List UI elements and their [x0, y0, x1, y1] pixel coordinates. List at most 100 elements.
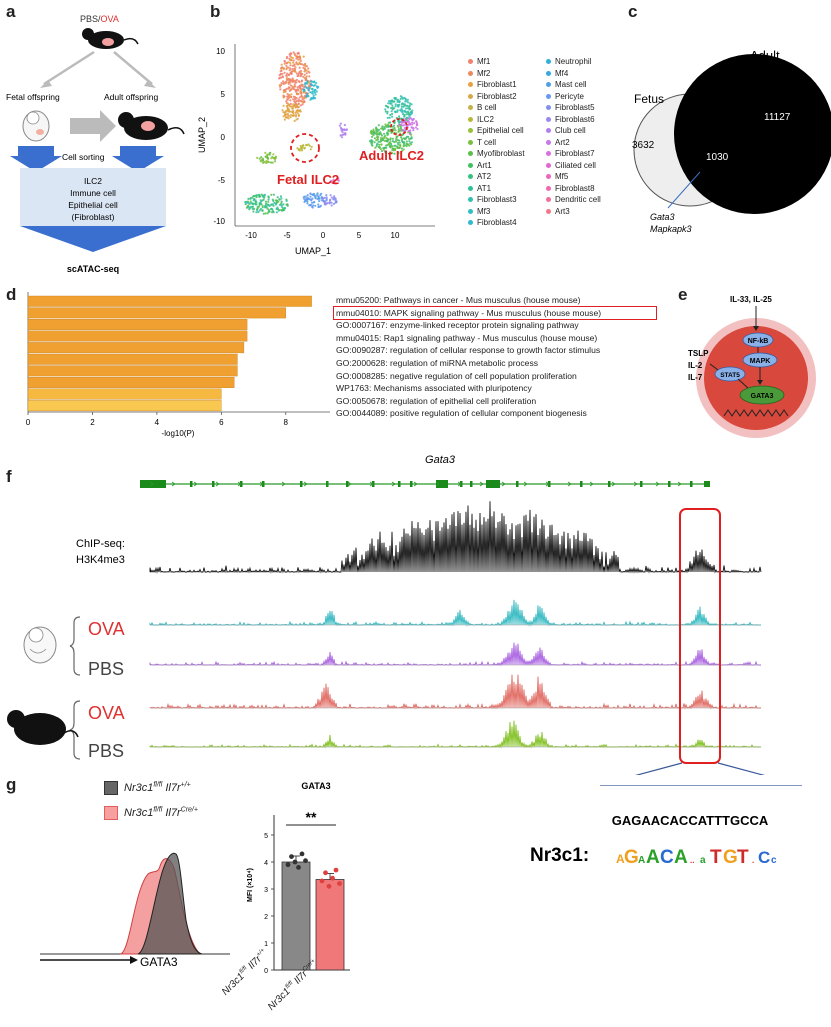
umap-point: [412, 127, 415, 130]
umap-point: [283, 118, 286, 121]
umap-point: [299, 104, 302, 107]
umap-point: [407, 101, 410, 104]
umap-point: [401, 102, 404, 105]
mfi-bar-chart: GATA3 MFI (×10⁴) 0 1 2 3 4 5 **: [247, 781, 350, 975]
umap-point: [306, 80, 309, 83]
legend-dot-icon: [546, 116, 551, 122]
umap-point: [406, 107, 410, 110]
stat5-label: STAT5: [720, 372, 740, 379]
umap-point: [267, 208, 270, 211]
umap-point: [257, 210, 260, 214]
umap-point: [306, 194, 309, 197]
umap-point: [303, 73, 306, 76]
umap-point: [334, 201, 337, 204]
umap-point: [311, 193, 314, 196]
umap-point: [371, 135, 374, 138]
umap-point: [266, 212, 269, 215]
umap-point: [287, 117, 290, 120]
umap-legend-col2: Neutrophil Mf4 Mast cell Pericyte Fibroblast…: [546, 56, 601, 217]
umap-point: [295, 89, 298, 92]
umap-point: [318, 200, 321, 203]
umap-point: [304, 195, 307, 198]
legend-dot-icon: [468, 70, 473, 76]
box-line-3: Epithelial cell: [68, 200, 118, 210]
x-arrow-icon: [130, 956, 138, 964]
umap-ytick-3: -5: [218, 176, 226, 185]
umap-point: [273, 201, 276, 205]
umap-point: [244, 203, 247, 206]
umap-point: [279, 88, 282, 91]
motif-logo-icon: A G A A C A .. a T G T . C c: [616, 847, 777, 868]
umap-point: [370, 140, 373, 143]
legend-swatch-control: [104, 781, 118, 795]
legend-item: ILC2: [468, 114, 525, 126]
adult-bracket: [69, 700, 81, 760]
pathway-term: WP1763: Mechanisms associated with pluri…: [336, 383, 532, 394]
umap-point: [297, 55, 300, 59]
umap-point: [389, 102, 392, 105]
umap-point: [304, 77, 307, 80]
umap-ylabel: UMAP_2: [197, 117, 207, 153]
umap-point: [405, 113, 408, 116]
umap-point: [305, 65, 308, 68]
umap-point: [391, 140, 394, 143]
motif-region-box: [679, 508, 721, 764]
umap-point: [314, 197, 317, 200]
umap-point: [400, 107, 403, 110]
umap-point: [299, 59, 302, 63]
umap-point: [282, 104, 285, 107]
blue-arrow-left-icon: [10, 146, 62, 172]
umap-point: [276, 196, 279, 199]
umap-point: [306, 202, 309, 205]
umap-point: [399, 143, 402, 147]
legend-label: Fibroblast1: [477, 80, 517, 89]
umap-point: [385, 144, 388, 147]
legend-swatch-cre: [104, 806, 118, 820]
umap-point: [287, 103, 290, 106]
umap-point: [264, 200, 268, 203]
umap-point: [248, 207, 251, 210]
umap-point: [343, 123, 346, 127]
umap-point: [398, 115, 401, 118]
umap-point: [399, 95, 402, 98]
umap-point: [307, 87, 310, 90]
umap-point: [285, 64, 288, 67]
umap-point: [301, 103, 304, 106]
umap-point: [298, 96, 301, 99]
umap-point: [382, 128, 385, 131]
svg-text:C: C: [660, 847, 674, 868]
umap-point: [252, 199, 255, 202]
umap-point: [402, 148, 405, 151]
umap-point: [399, 97, 402, 100]
umap-point: [290, 87, 293, 91]
pathway-term: mmu04015: Rap1 signaling pathway - Mus m…: [336, 332, 598, 343]
histogram-xlabel: GATA3: [140, 955, 178, 969]
umap-point: [308, 71, 311, 74]
umap-point: [383, 150, 387, 153]
umap-point: [260, 160, 263, 163]
umap-point: [389, 151, 392, 154]
umap-point: [295, 57, 298, 60]
chip-label-1: ChIP-seq:: [76, 538, 125, 550]
umap-point: [296, 117, 299, 120]
umap-point: [267, 200, 270, 203]
umap-point: [288, 77, 291, 81]
scatac-label: scATAC-seq: [67, 264, 119, 274]
pathway-term: mmu04010: MAPK signaling pathway - Mus m…: [336, 307, 602, 318]
umap-point: [281, 76, 285, 79]
umap-point: [410, 117, 413, 121]
umap-ytick-2: 0: [221, 133, 226, 142]
umap-point: [271, 198, 274, 201]
legend-dot-icon: [468, 220, 473, 226]
umap-xlabel: UMAP_1: [295, 246, 331, 256]
umap-point: [382, 148, 385, 151]
umap-point: [280, 202, 283, 205]
umap-point: [247, 197, 250, 200]
umap-point: [390, 110, 393, 113]
umap-point: [300, 92, 303, 95]
umap-point: [280, 205, 283, 208]
umap-point: [305, 72, 308, 75]
umap-point: [283, 71, 286, 74]
umap-point: [405, 144, 408, 148]
umap-point: [387, 106, 390, 109]
